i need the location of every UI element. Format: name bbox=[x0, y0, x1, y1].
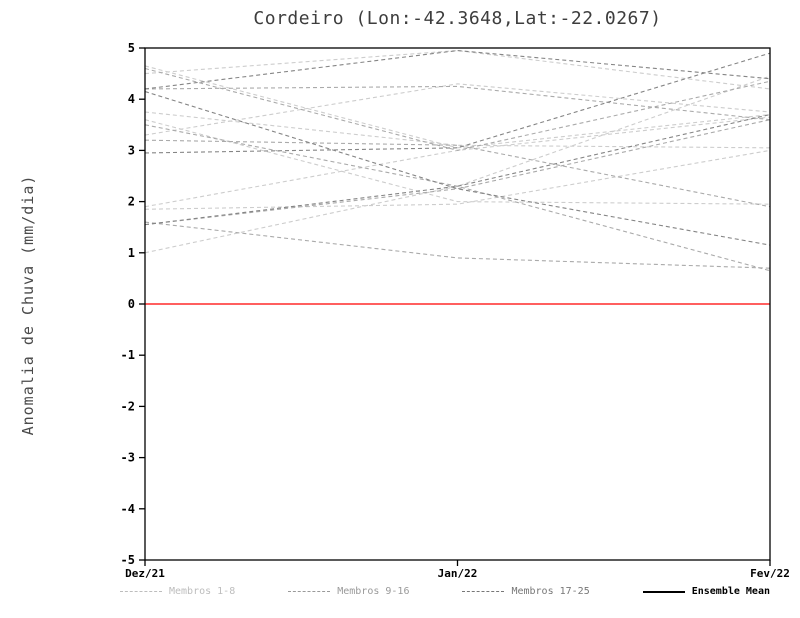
legend-item-membros-1-8: Membros 1-8 bbox=[120, 586, 235, 597]
legend-item-ensemble-mean: Ensemble Mean bbox=[642, 586, 770, 597]
x-tick-label: Jan/22 bbox=[438, 567, 478, 580]
ensemble-member-line bbox=[145, 116, 770, 208]
legend-label: Membros 9-16 bbox=[337, 586, 410, 597]
ensemble-member-line bbox=[145, 221, 770, 269]
ensemble-member-line bbox=[145, 114, 770, 226]
ensemble-member-line bbox=[145, 75, 770, 254]
dashed-line-sample-icon bbox=[462, 591, 505, 592]
legend-item-membros-9-16: Membros 9-16 bbox=[288, 586, 409, 597]
y-tick-label: 2 bbox=[128, 195, 135, 209]
ensemble-member-line bbox=[145, 111, 770, 149]
solid-line-sample-icon bbox=[642, 590, 685, 593]
ensemble-member-line bbox=[145, 119, 770, 205]
y-tick-label: -1 bbox=[121, 348, 135, 362]
y-tick-label: -2 bbox=[121, 399, 135, 413]
ensemble-member-line bbox=[145, 50, 770, 90]
y-tick-label: -5 bbox=[121, 553, 135, 567]
legend-label: Membros 1-8 bbox=[169, 586, 236, 597]
y-tick-label: 1 bbox=[128, 246, 135, 260]
y-tick-label: 4 bbox=[128, 92, 135, 106]
x-tick-label: Fev/22 bbox=[750, 567, 790, 580]
dashed-line-sample-icon bbox=[120, 591, 162, 592]
ensemble-member-line bbox=[145, 67, 770, 151]
ensemble-member-line bbox=[145, 149, 770, 210]
x-tick-label: Dez/21 bbox=[125, 567, 165, 580]
y-tick-label: 0 bbox=[128, 297, 135, 311]
ensemble-member-line bbox=[145, 85, 770, 121]
ensemble-member-line bbox=[145, 83, 770, 136]
y-tick-label: 3 bbox=[128, 143, 135, 157]
y-tick-label: -3 bbox=[121, 451, 135, 465]
ensemble-member-line bbox=[145, 90, 770, 246]
ensemble-member-line bbox=[145, 119, 770, 226]
ensemble-member-line bbox=[145, 52, 770, 154]
y-tick-label: -4 bbox=[121, 502, 135, 516]
y-tick-label: 5 bbox=[128, 41, 135, 55]
chart-title: Cordeiro (Lon:-42.3648,Lat:-22.0267) bbox=[253, 8, 662, 29]
legend-item-membros-17-25: Membros 17-25 bbox=[462, 586, 590, 597]
ensemble-member-line bbox=[145, 65, 770, 149]
legend-label: Membros 17-25 bbox=[511, 586, 590, 597]
chart-legend: Membros 1-8 Membros 9-16 Membros 17-25 E… bbox=[120, 586, 770, 597]
legend-label: Ensemble Mean bbox=[691, 586, 770, 597]
ensemble-member-line bbox=[145, 124, 770, 272]
dashed-line-sample-icon bbox=[288, 591, 331, 592]
